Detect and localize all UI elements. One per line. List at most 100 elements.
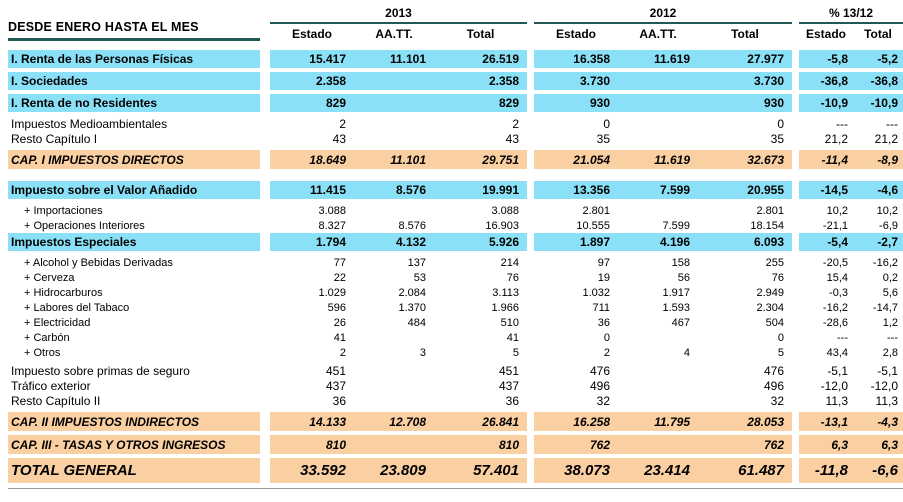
band-pct-13-12: 15,4 0,2 xyxy=(799,272,903,284)
table-row: TOTAL GENERAL 33.592 23.809 57.401 38.07… xyxy=(8,458,903,483)
table-row: Impuestos Especiales 1.794 4.132 5.926 1… xyxy=(8,233,903,251)
band-pct-13-12: 11,3 11,3 xyxy=(799,394,903,408)
cell-estado-2012: 16.358 xyxy=(573,52,610,66)
cell-estado-pct: -28,6 xyxy=(822,316,848,329)
cell-total-2012: 20.955 xyxy=(747,183,784,197)
cell-aatt-2012: 7.599 xyxy=(659,183,690,197)
cell-estado-2012: 97 xyxy=(597,256,610,269)
cell-total-2013: 3.113 xyxy=(492,286,519,299)
row-label: CAP. III - TASAS Y OTROS INGRESOS xyxy=(11,437,226,452)
table-row: + Otros 2 3 5 2 4 5 43,4 2,8 xyxy=(8,345,903,360)
cell-estado-2013: 41 xyxy=(333,331,346,344)
cell-total-pct: -6,9 xyxy=(879,219,898,232)
band-2013: 1.794 4.132 5.926 xyxy=(270,233,527,251)
band-2012: 0 0 xyxy=(534,332,792,344)
band-pct-13-12: -13,1 -4,3 xyxy=(799,412,903,431)
cell-total-2012: 496 xyxy=(763,378,784,393)
cell-estado-2013: 2 xyxy=(339,116,346,131)
band-2012: 10.555 7.599 18.154 xyxy=(534,220,792,232)
cell-total-pct: 2,8 xyxy=(882,346,898,359)
cell-total-2012: 35 xyxy=(770,131,784,146)
cell-estado-2012: 1.897 xyxy=(579,235,610,249)
row-label-cell: + Labores del Tabaco xyxy=(8,302,260,314)
band-2012: 476 476 xyxy=(534,364,792,378)
cell-estado-2012: 13.356 xyxy=(573,183,610,197)
row-label-cell: + Importaciones xyxy=(8,205,260,217)
cell-total-pct: -14,7 xyxy=(872,301,898,314)
band-pct-13-12: --- --- xyxy=(799,332,903,344)
cell-estado-pct: -36,8 xyxy=(820,74,848,88)
cell-total-2012: 61.487 xyxy=(738,462,784,479)
cell-estado-2012: 32 xyxy=(596,393,610,408)
band-2013: 15.417 11.101 26.519 xyxy=(270,50,527,68)
row-label-cell: I. Renta de las Personas Físicas xyxy=(8,50,260,68)
col-header-total-2012: Total xyxy=(731,27,759,41)
cell-aatt-2012: 56 xyxy=(677,271,690,284)
band-2012: 32 32 xyxy=(534,394,792,408)
band-2012: 762 762 xyxy=(534,435,792,454)
table-row: + Electricidad 26 484 510 36 467 504 -28… xyxy=(8,315,903,330)
cell-estado-pct: -10,9 xyxy=(820,96,848,110)
row-label: CAP. I IMPUESTOS DIRECTOS xyxy=(11,152,184,167)
band-2012: 3.730 3.730 xyxy=(534,72,792,90)
row-label-cell: + Operaciones Interiores xyxy=(8,220,260,232)
cell-estado-2013: 26 xyxy=(333,316,346,329)
cell-estado-pct: -14,5 xyxy=(820,183,848,197)
row-label: + Hidrocarburos xyxy=(24,286,103,299)
col-header-estado-2012: Estado xyxy=(555,27,596,41)
band-2013: 41 41 xyxy=(270,332,527,344)
cell-total-2012: 3.730 xyxy=(753,74,784,88)
col-header-total-pct: Total xyxy=(864,27,892,41)
cell-total-2013: 437 xyxy=(498,378,519,393)
band-2013: 829 829 xyxy=(270,94,527,112)
cell-aatt-2013: 23.809 xyxy=(380,462,426,479)
group-header-pct-13-12: % 13/12 Estado Total xyxy=(799,6,903,41)
band-2012: 35 35 xyxy=(534,132,792,146)
cell-aatt-2013: 8.576 xyxy=(398,219,426,232)
table-row: + Operaciones Interiores 8.327 8.576 16.… xyxy=(8,218,903,233)
row-label: CAP. II IMPUESTOS INDIRECTOS xyxy=(11,414,200,429)
cell-estado-2012: 1.032 xyxy=(582,286,610,299)
band-2012: 711 1.593 2.304 xyxy=(534,302,792,314)
band-pct-13-12: -12,0 -12,0 xyxy=(799,379,903,393)
band-2012: 1.032 1.917 2.949 xyxy=(534,287,792,299)
cell-total-2013: 810 xyxy=(498,437,519,452)
cell-total-pct: 5,6 xyxy=(882,286,898,299)
table-row: Impuesto sobre primas de seguro 451 451 … xyxy=(8,363,903,378)
row-label-cell: Resto Capítulo II xyxy=(8,394,260,408)
cell-aatt-2012: 4 xyxy=(683,346,690,359)
row-label-cell: Impuestos Especiales xyxy=(8,233,260,251)
row-label: Impuesto sobre el Valor Añadido xyxy=(11,183,198,197)
group-title-pct: % 13/12 xyxy=(828,6,874,20)
cell-estado-pct: --- xyxy=(837,331,848,344)
band-2013: 43 43 xyxy=(270,132,527,146)
table-row: + Labores del Tabaco 596 1.370 1.966 711… xyxy=(8,300,903,315)
band-2013: 810 810 xyxy=(270,435,527,454)
col-header-estado-pct: Estado xyxy=(805,27,846,41)
group-rule xyxy=(270,22,527,24)
cell-total-pct: -36,8 xyxy=(870,74,898,88)
cell-estado-2013: 2 xyxy=(339,346,346,359)
table-row: CAP. III - TASAS Y OTROS INGRESOS 810 81… xyxy=(8,435,903,454)
cell-estado-2013: 15.417 xyxy=(309,52,346,66)
col-header-estado-2013: Estado xyxy=(291,27,332,41)
cell-estado-2012: 0 xyxy=(603,331,610,344)
cell-estado-2012: 711 xyxy=(592,301,610,314)
row-label: + Labores del Tabaco xyxy=(24,301,130,314)
band-2012: 16.358 11.619 27.977 xyxy=(534,50,792,68)
cell-estado-2012: 38.073 xyxy=(564,462,610,479)
col-header-aatt-2013: AA.TT. xyxy=(375,27,413,41)
cell-total-2013: 1.966 xyxy=(491,301,519,314)
band-2012: 16.258 11.795 28.053 xyxy=(534,412,792,431)
row-label: + Importaciones xyxy=(24,204,103,217)
cell-total-2013: 5.926 xyxy=(488,235,519,249)
cell-estado-pct: -5,8 xyxy=(827,52,848,66)
group-rule xyxy=(799,22,903,24)
cell-total-pct: 1,2 xyxy=(882,316,898,329)
cell-aatt-2012: 11.619 xyxy=(654,152,690,167)
band-2012: 19 56 76 xyxy=(534,272,792,284)
cell-total-2012: 930 xyxy=(763,96,784,110)
cell-aatt-2012: 158 xyxy=(671,256,690,269)
cell-aatt-2013: 137 xyxy=(407,256,426,269)
cell-estado-pct: 15,4 xyxy=(826,271,848,284)
